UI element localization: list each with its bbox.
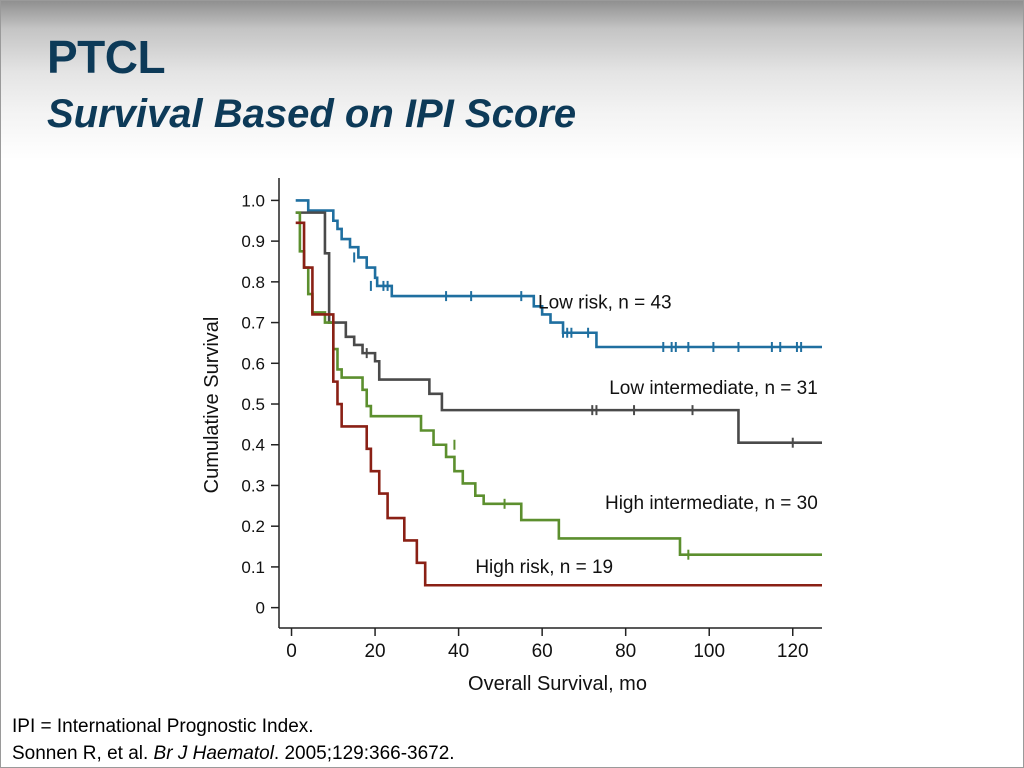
y-tick-label: 0.5 [241,395,265,414]
series-line-3 [295,221,822,587]
footnote-abbreviation: IPI = International Prognostic Index. [12,716,314,737]
y-tick-label: 0.3 [241,476,265,495]
y-tick-label: 0.2 [241,517,265,536]
y-tick-label: 0.6 [241,354,265,373]
x-tick-label: 100 [693,641,725,662]
survival-chart: 0 0.1 0.2 0.3 0.4 0.5 0.6 0.7 0.8 0.9 1.0 0 20 40 60 80… [201,178,822,695]
reference-authors: Sonnen R, et al. [12,743,154,764]
y-tick-label: 1.0 [241,191,265,210]
slide-header: PTCL Survival Based on IPI Score [0,0,1024,160]
footnote: IPI = International Prognostic Index. So… [12,713,455,767]
y-tick-label: 0.1 [241,558,265,577]
x-axis-label: Overall Survival, mo [468,673,647,695]
x-tick-label: 20 [364,641,385,662]
reference-journal: Br J Haematol [153,743,274,764]
series-label-0: Low risk, n = 43 [538,292,672,313]
series-label-3: High risk, n = 19 [475,557,613,578]
y-axis-label: Cumulative Survival [201,317,223,494]
slide-title: PTCL [47,31,166,83]
y-tick-label: 0.7 [241,314,265,333]
x-tick-label: 80 [615,641,636,662]
x-tick-label: 60 [532,641,553,662]
x-tick-label: 120 [777,641,809,662]
slide-subtitle: Survival Based on IPI Score [47,92,577,136]
series-label-2: High intermediate, n = 30 [605,493,818,514]
reference-citation: . 2005;129:366-3672. [273,743,455,764]
y-tick-label: 0.4 [241,436,265,455]
series-label-1: Low intermediate, n = 31 [609,378,818,399]
y-tick-label: 0 [256,599,265,618]
series-line-0 [295,199,822,349]
y-tick-label: 0.8 [241,273,265,292]
y-tick-label: 0.9 [241,232,265,251]
series-line-1 [295,211,822,445]
footnote-reference: Sonnen R, et al. Br J Haematol. 2005;129… [12,740,455,767]
x-tick-label: 40 [448,641,469,662]
x-tick-label: 0 [286,641,297,662]
